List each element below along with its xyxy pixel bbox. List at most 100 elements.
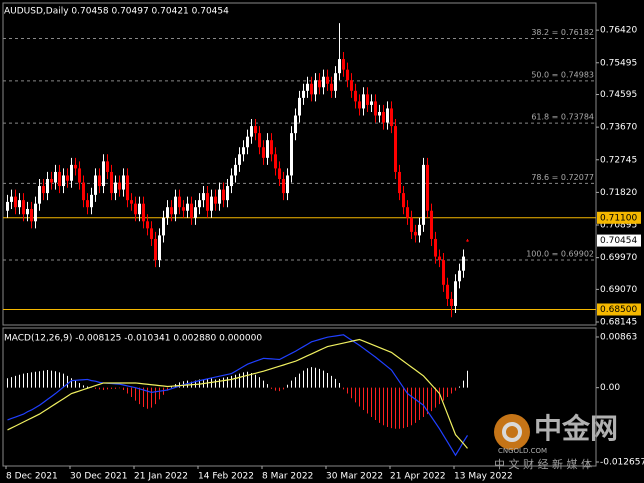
candle-body (190, 203, 193, 218)
candle-body (390, 108, 393, 127)
candle-body (398, 171, 401, 194)
y-tick-label: 0.69970 (600, 253, 637, 263)
candle-body (50, 178, 53, 183)
candle-body (178, 196, 181, 208)
candle-body (262, 147, 265, 158)
candle-body (138, 203, 141, 215)
site: CNGOLD.COM (498, 447, 547, 455)
candle-body (134, 203, 137, 215)
candle-body (410, 217, 413, 232)
macd-pane (2, 327, 597, 467)
indicator-line (7, 338, 468, 449)
candle-body (462, 256, 465, 271)
candle-body (122, 175, 125, 190)
candle-body (82, 182, 85, 201)
candle-body (446, 284, 449, 299)
fib-label: 50.0 = 0.74983 (531, 70, 594, 79)
candle-body (126, 175, 129, 201)
candle-body (466, 240, 469, 242)
candle-body (234, 164, 237, 176)
candle-body (450, 298, 453, 306)
candle-body (194, 207, 197, 218)
candle-body (30, 208, 33, 222)
y-tick-label: 0.76420 (600, 26, 637, 36)
candle-body (338, 59, 341, 74)
candle-body (26, 208, 29, 215)
candle-body (402, 193, 405, 208)
symbol-header: AUDUSD,Daily 0.70458 0.70497 0.70421 0.7… (4, 7, 229, 17)
candle-body (282, 178, 285, 194)
candle-body (286, 175, 289, 194)
candle-body (298, 97, 301, 116)
candle-body (330, 83, 333, 91)
candle-body (274, 154, 277, 169)
brand: 中金网 (534, 412, 618, 445)
candle-body (414, 231, 417, 236)
x-tick-label: 14 Feb 2022 (198, 472, 254, 482)
y-tick-label: 0.00863 (600, 332, 637, 342)
candle-body (106, 161, 109, 172)
candle-body (174, 196, 177, 215)
candle-body (38, 186, 41, 204)
candle-body (110, 171, 113, 194)
candle-body (374, 101, 377, 116)
candle-body (22, 200, 25, 215)
fib-label: 78.6 = 0.72077 (531, 173, 594, 182)
candle-body (434, 238, 437, 257)
candle-body (342, 59, 345, 70)
candle-body (250, 126, 253, 137)
candle-body (370, 101, 373, 105)
candle-body (66, 175, 69, 181)
candle-body (438, 256, 441, 261)
candle-body (422, 164, 425, 225)
candle-body (378, 111, 381, 116)
candle-body (318, 80, 321, 88)
candle-body (18, 200, 21, 208)
y-tick-label: 0.72745 (600, 155, 637, 165)
candle-body (310, 83, 313, 95)
y-tick-label: 0.73670 (600, 123, 637, 133)
candle-body (170, 207, 173, 215)
candle-body (42, 186, 45, 194)
candle-body (454, 281, 457, 306)
logo (494, 414, 530, 450)
candle-body (226, 186, 229, 201)
candle-body (426, 164, 429, 211)
candle-body (98, 175, 101, 187)
candle-body (346, 69, 349, 81)
y-tick-label: 0.75495 (600, 58, 637, 68)
y-tick-label: 0.74595 (600, 90, 637, 100)
candle-body (90, 194, 93, 208)
candle-body (406, 207, 409, 218)
y-tick-label: 0.70895 (600, 221, 637, 231)
y-tick-label: 0.71820 (600, 188, 637, 198)
candle-body (358, 101, 361, 109)
candle-body (214, 196, 217, 204)
candle-body (78, 168, 81, 183)
logo-mark (502, 422, 522, 442)
candle-body (158, 235, 161, 261)
candle-body (186, 203, 189, 211)
candle-body (258, 133, 261, 148)
price-box (597, 234, 641, 247)
y-tick-label: 0.69070 (600, 285, 637, 295)
fib-label: 38.2 = 0.76182 (531, 28, 594, 37)
candle-body (130, 200, 133, 204)
candle-body (14, 196, 17, 208)
candle-body (62, 175, 65, 187)
candle-body (54, 171, 57, 183)
y-tick-label: 0.68145 (600, 318, 637, 328)
level-box (597, 303, 641, 316)
candle-body (102, 161, 105, 187)
candle-body (302, 90, 305, 98)
candle-body (350, 80, 353, 91)
candle-body (142, 203, 145, 222)
level-box (597, 211, 641, 224)
candle-body (458, 270, 461, 282)
level-label: 0.68500 (600, 305, 637, 315)
candle-body (270, 140, 273, 155)
candle-body (278, 168, 281, 179)
candle-body (218, 189, 221, 204)
candle-body (70, 164, 73, 181)
